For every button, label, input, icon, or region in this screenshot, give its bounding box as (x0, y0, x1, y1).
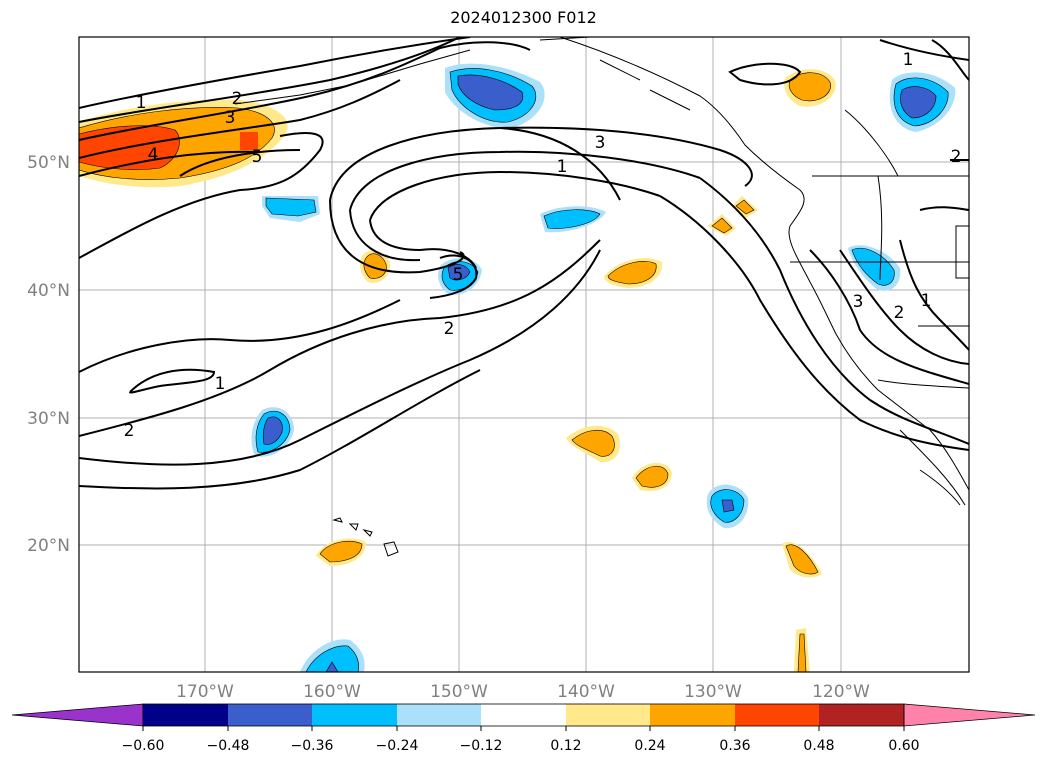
contour-label: 2 (951, 147, 962, 167)
cold-patch (851, 248, 895, 286)
contour-label: 2 (124, 421, 135, 441)
colorbar-segment (143, 704, 228, 726)
colorbar-segment (735, 704, 819, 726)
cold-patch (262, 416, 283, 445)
contour-label: 1 (136, 93, 147, 113)
warm-patch (735, 199, 755, 215)
contour-label: 5 (453, 265, 464, 285)
contour-label: 5 (252, 147, 263, 167)
longitude-labels: 170°W 160°W 150°W 140°W 130°W 120°W (176, 682, 870, 702)
colorbar-tick-label: −0.48 (207, 738, 250, 754)
contour-label-group: 1 2 3 4 5 3 1 5 2 2 1 1 2 3 2 1 (124, 50, 962, 441)
contour-label: 4 (148, 145, 159, 165)
colorbar-outline (142, 703, 905, 727)
colorbar-extend-min (11, 703, 144, 727)
lat-label: 20°N (27, 536, 70, 556)
lon-label: 170°W (176, 682, 234, 702)
contour-label: 3 (595, 133, 606, 153)
lat-label: 30°N (27, 409, 70, 429)
warm-patch (797, 633, 807, 672)
cold-patch (900, 86, 937, 119)
colorbar-tick-label: 0.60 (888, 738, 919, 754)
cold-patch (325, 661, 339, 672)
lon-label: 140°W (557, 682, 615, 702)
lon-label: 130°W (684, 682, 742, 702)
shaded-patches (79, 63, 956, 672)
colorbar-segment (228, 704, 312, 726)
colorbar-tick-label: 0.12 (550, 738, 581, 754)
contour-label: 1 (215, 374, 226, 394)
colorbar-tick-label: −0.12 (460, 738, 503, 754)
lon-label: 120°W (812, 682, 870, 702)
contour-label: 3 (853, 292, 864, 312)
lon-label: 160°W (303, 682, 361, 702)
cold-patch (543, 209, 601, 229)
warm-patch (607, 261, 657, 285)
colorbar-segment (650, 704, 735, 726)
colorbar-tick-label: 0.48 (803, 738, 834, 754)
warm-patch (635, 465, 669, 488)
cold-patch (265, 197, 317, 217)
warm-patch (240, 132, 258, 150)
colorbar-ticks (142, 726, 905, 731)
colorbar-tick-label: 0.24 (634, 738, 665, 754)
contour-label: 2 (894, 303, 905, 323)
hawaii-islands (332, 517, 399, 557)
contour-label: 1 (903, 50, 914, 70)
lon-label: 150°W (430, 682, 488, 702)
colorbar-segment (397, 704, 481, 726)
map-frame (78, 36, 970, 673)
colorbar-segment (819, 704, 904, 726)
warm-patch (571, 429, 615, 457)
contour-label: 3 (225, 108, 236, 128)
map-gridlines (79, 37, 969, 672)
warm-patch (785, 544, 819, 575)
contour-label: 1 (557, 157, 568, 177)
contour-label: 1 (921, 291, 932, 311)
warm-patch (319, 541, 363, 563)
colorbar (11, 703, 1036, 727)
colorbar-tick-label: −0.36 (291, 738, 334, 754)
latitude-labels: 50°N 40°N 30°N 20°N (27, 153, 70, 556)
colorbar-labels: −0.60 −0.48 −0.36 −0.24 −0.12 0.12 0.24 … (122, 738, 920, 754)
warm-patch (788, 72, 831, 102)
colorbar-extend-max (903, 703, 1036, 727)
cold-patch (457, 74, 524, 111)
contour-label: 2 (232, 89, 243, 109)
colorbar-segment (481, 704, 566, 726)
cold-patch (721, 499, 735, 513)
colorbar-tick-label: −0.60 (122, 738, 165, 754)
colorbar-tick-label: 0.36 (719, 738, 750, 754)
colorbar-tick-label: −0.24 (376, 738, 419, 754)
cold-patch (447, 264, 471, 281)
colorbar-segment (566, 704, 650, 726)
cold-patch (305, 645, 359, 672)
contour-label: 2 (444, 319, 455, 339)
warm-patch (711, 217, 733, 234)
lat-label: 50°N (27, 153, 70, 173)
warm-patch (363, 253, 387, 279)
lat-label: 40°N (27, 281, 70, 301)
map-title: 2024012300 F012 (450, 8, 597, 27)
colorbar-segment (312, 704, 397, 726)
contour-lines (79, 37, 969, 490)
